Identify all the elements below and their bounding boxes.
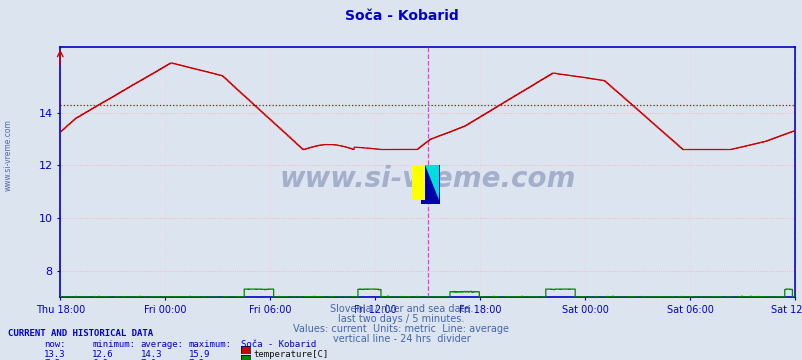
Text: Values: current  Units: metric  Line: average: Values: current Units: metric Line: aver… [294,324,508,334]
Polygon shape [425,165,438,199]
Text: 7.3: 7.3 [44,359,60,360]
Text: www.si-vreme.com: www.si-vreme.com [3,119,13,191]
Text: 12.6: 12.6 [92,350,114,359]
Text: flow[m3/s]: flow[m3/s] [253,359,306,360]
Text: 13.3: 13.3 [44,350,66,359]
Bar [411,165,425,199]
Text: now:: now: [44,340,66,349]
Text: minimum:: minimum: [92,340,136,349]
Text: 14.3: 14.3 [140,350,162,359]
Text: last two days / 5 minutes.: last two days / 5 minutes. [338,314,464,324]
Text: vertical line - 24 hrs  divider: vertical line - 24 hrs divider [332,334,470,345]
Text: Slovenia / river and sea data.: Slovenia / river and sea data. [330,304,472,314]
Text: 15.9: 15.9 [188,350,210,359]
Text: www.si-vreme.com: www.si-vreme.com [279,165,575,193]
Bar [421,165,439,203]
Text: CURRENT AND HISTORICAL DATA: CURRENT AND HISTORICAL DATA [8,329,153,338]
Text: average:: average: [140,340,184,349]
Text: 6.9: 6.9 [92,359,108,360]
Text: Soča - Kobarid: Soča - Kobarid [344,9,458,23]
Text: 7.3: 7.3 [188,359,205,360]
Text: 7.0: 7.0 [140,359,156,360]
Text: maximum:: maximum: [188,340,232,349]
Text: Soča - Kobarid: Soča - Kobarid [241,340,316,349]
Text: temperature[C]: temperature[C] [253,350,328,359]
